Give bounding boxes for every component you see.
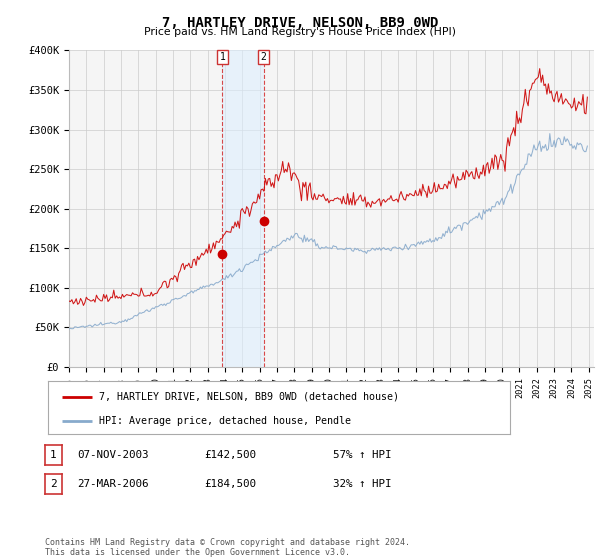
Text: £142,500: £142,500 <box>204 450 256 460</box>
Text: 27-MAR-2006: 27-MAR-2006 <box>77 479 148 489</box>
Text: 7, HARTLEY DRIVE, NELSON, BB9 0WD (detached house): 7, HARTLEY DRIVE, NELSON, BB9 0WD (detac… <box>99 392 399 402</box>
Text: 07-NOV-2003: 07-NOV-2003 <box>77 450 148 460</box>
Text: £184,500: £184,500 <box>204 479 256 489</box>
Text: 2: 2 <box>260 52 266 62</box>
Text: HPI: Average price, detached house, Pendle: HPI: Average price, detached house, Pend… <box>99 416 351 426</box>
Bar <box>223 50 263 367</box>
Text: 2: 2 <box>50 479 57 489</box>
Text: 7, HARTLEY DRIVE, NELSON, BB9 0WD: 7, HARTLEY DRIVE, NELSON, BB9 0WD <box>162 16 438 30</box>
Text: Price paid vs. HM Land Registry's House Price Index (HPI): Price paid vs. HM Land Registry's House … <box>144 27 456 37</box>
Text: Contains HM Land Registry data © Crown copyright and database right 2024.
This d: Contains HM Land Registry data © Crown c… <box>45 538 410 557</box>
Text: 57% ↑ HPI: 57% ↑ HPI <box>333 450 392 460</box>
Text: 1: 1 <box>220 52 225 62</box>
Text: 1: 1 <box>50 450 57 460</box>
Text: 32% ↑ HPI: 32% ↑ HPI <box>333 479 392 489</box>
